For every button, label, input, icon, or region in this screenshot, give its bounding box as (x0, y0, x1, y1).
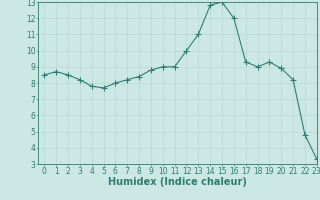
X-axis label: Humidex (Indice chaleur): Humidex (Indice chaleur) (108, 177, 247, 187)
